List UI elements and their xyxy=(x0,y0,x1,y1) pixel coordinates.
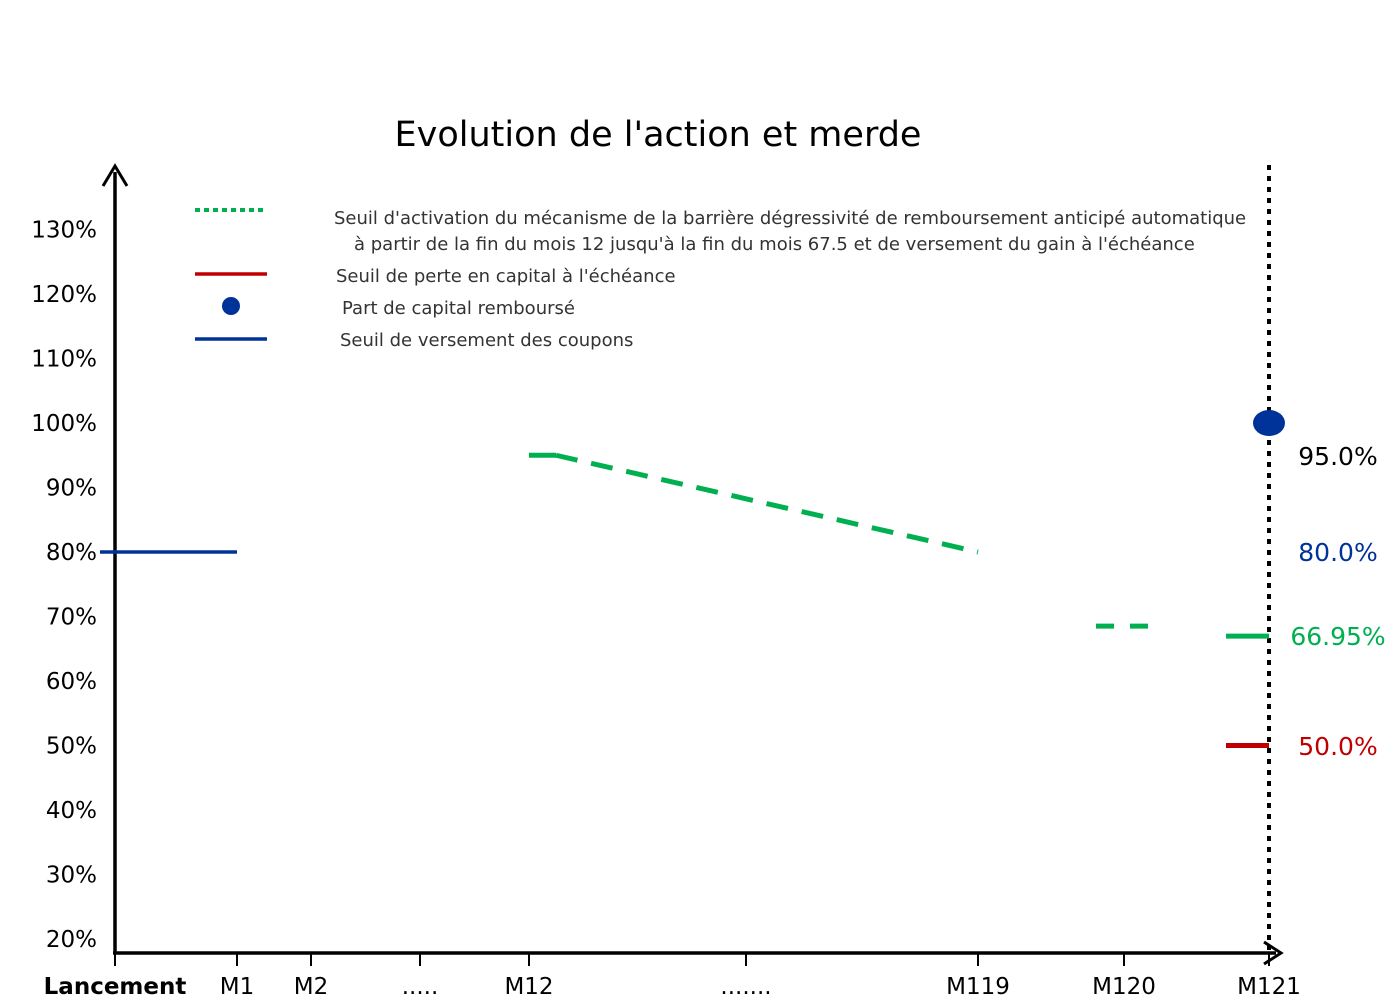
y-tick-label: 110% xyxy=(31,347,97,373)
x-tick-label: M12 xyxy=(504,974,553,1000)
legend-label: Seuil de perte en capital à l'échéance xyxy=(336,266,676,287)
x-tick-label: ..... xyxy=(402,974,439,1000)
x-tick-label: M121 xyxy=(1237,974,1301,1000)
x-tick-label: M120 xyxy=(1092,974,1156,1000)
series-layer xyxy=(100,410,1285,748)
y-tick-label: 50% xyxy=(46,734,97,760)
chart-title: Evolution de l'action et merde xyxy=(395,115,922,155)
y-tick-label: 90% xyxy=(46,476,97,502)
x-tick-label: M119 xyxy=(946,974,1010,1000)
legend-label: à partir de la fin du mois 12 jusqu'à la… xyxy=(354,234,1195,255)
end-value-label: 50.0% xyxy=(1298,732,1377,761)
axes xyxy=(101,163,1284,966)
legend-swatch-dot xyxy=(222,297,240,315)
legend: Seuil d'activation du mécanisme de la ba… xyxy=(195,208,1246,351)
y-axis-arrow xyxy=(101,163,129,187)
end-value-label: 66.95% xyxy=(1290,622,1385,651)
legend-label: Part de capital remboursé xyxy=(342,298,575,319)
y-tick-label: 70% xyxy=(46,605,97,631)
legend-label: Seuil d'activation du mécanisme de la ba… xyxy=(334,208,1246,229)
end-labels: 95.0% 80.0% 66.95% 50.0% xyxy=(1290,442,1385,761)
y-tick-label: 80% xyxy=(46,540,97,566)
legend-label: Seuil de versement des coupons xyxy=(340,330,633,351)
x-tick-labels: Lancement M1 M2..... M12....... M119 M120 M121 xyxy=(44,953,1301,1000)
y-tick-label: 100% xyxy=(31,411,97,437)
capital-repaid-dot xyxy=(1253,410,1285,436)
activation-barrier-segment xyxy=(555,452,979,555)
y-tick-label: 120% xyxy=(31,282,97,308)
y-tick-label: 20% xyxy=(46,927,97,953)
end-value-label: 95.0% xyxy=(1298,442,1377,471)
y-tick-label: 130% xyxy=(31,218,97,244)
x-tick-label: Lancement xyxy=(44,974,187,1000)
x-tick-label: M2 xyxy=(294,974,328,1000)
x-tick-label: M1 xyxy=(220,974,254,1000)
x-tick-label: ....... xyxy=(720,974,771,1000)
y-tick-label: 40% xyxy=(46,798,97,824)
y-tick-labels: 130% 120% 110% 100% 90% 80% 70% 60% 50% 40% 30% 20% xyxy=(31,218,97,954)
end-value-label: 80.0% xyxy=(1298,538,1377,567)
y-tick-label: 30% xyxy=(46,863,97,889)
y-tick-label: 60% xyxy=(46,669,97,695)
